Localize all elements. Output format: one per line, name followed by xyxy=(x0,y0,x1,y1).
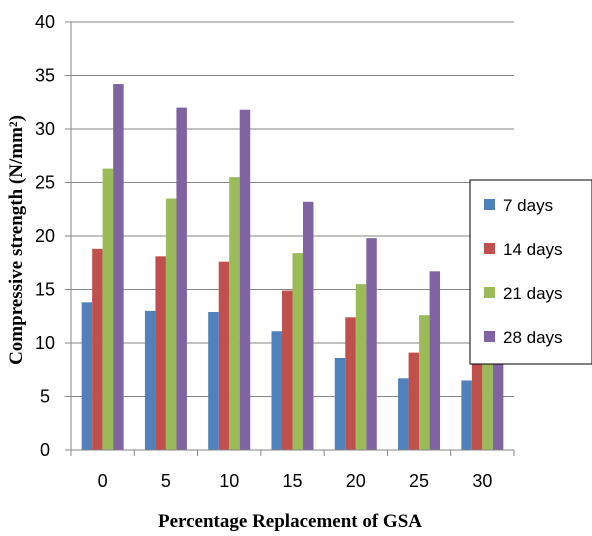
bar-14-days-25 xyxy=(408,352,420,450)
bar-21-days-20 xyxy=(355,284,367,450)
bar-7-days-0 xyxy=(81,302,93,450)
y-tick-label: 20 xyxy=(35,226,55,246)
bar-28-days-10 xyxy=(239,109,251,451)
legend-swatch xyxy=(484,287,495,298)
legend-label: 7 days xyxy=(503,196,553,215)
bar-28-days-5 xyxy=(176,107,187,450)
x-tick-labels: 0 5 10 15 20 25 30 xyxy=(98,471,493,491)
legend-label: 14 days xyxy=(503,240,563,259)
x-tick-label: 25 xyxy=(409,471,429,491)
y-tick-label: 0 xyxy=(40,440,50,460)
bar-14-days-10 xyxy=(218,261,230,450)
legend: 7 days 14 days 21 days 28 days xyxy=(469,179,592,365)
y-tick-label: 30 xyxy=(35,119,55,139)
x-tick-label: 0 xyxy=(98,471,108,491)
axes xyxy=(65,21,515,456)
bar-21-days-30 xyxy=(482,347,493,450)
x-tick-label: 20 xyxy=(346,471,366,491)
y-tick-labels: 0 5 10 15 20 25 30 35 40 xyxy=(35,12,55,460)
bar-14-days-15 xyxy=(282,290,293,450)
bar-21-days-0 xyxy=(102,168,114,450)
bar-7-days-5 xyxy=(144,310,156,450)
bar-14-days-5 xyxy=(155,256,166,450)
x-tick-label: 5 xyxy=(161,471,171,491)
bar-28-days-20 xyxy=(366,238,377,450)
bar-14-days-20 xyxy=(345,317,356,450)
legend-swatch xyxy=(484,199,495,210)
bar-14-days-30 xyxy=(471,356,483,450)
bar-28-days-0 xyxy=(113,84,124,450)
bar-21-days-25 xyxy=(419,315,430,450)
bar-21-days-15 xyxy=(292,253,303,450)
legend-swatch xyxy=(484,331,495,342)
y-tick-label: 10 xyxy=(35,333,55,353)
bar-14-days-0 xyxy=(92,248,103,450)
bar-21-days-10 xyxy=(229,177,240,450)
bar-7-days-10 xyxy=(208,311,219,450)
y-tick-label: 15 xyxy=(35,280,55,300)
bar-28-days-25 xyxy=(429,271,441,450)
bar-28-days-15 xyxy=(303,201,314,450)
y-tick-label: 35 xyxy=(35,66,55,86)
legend-label: 28 days xyxy=(503,328,563,347)
y-axis-title: Compressive strength (N/mm²) xyxy=(6,115,27,365)
x-tick-label: 30 xyxy=(472,471,492,491)
bar-7-days-15 xyxy=(271,331,282,450)
y-tick-label: 5 xyxy=(40,387,50,407)
bar-21-days-5 xyxy=(165,198,177,450)
bar-28-days-30 xyxy=(492,309,504,450)
bar-7-days-30 xyxy=(461,380,472,450)
x-tick-label: 15 xyxy=(282,471,302,491)
bar-7-days-25 xyxy=(398,378,409,450)
legend-label: 21 days xyxy=(503,284,563,303)
x-axis-title: Percentage Replacement of GSA xyxy=(158,511,422,532)
bars xyxy=(81,84,504,451)
bar-7-days-20 xyxy=(334,357,346,450)
x-tick-label: 10 xyxy=(219,471,239,491)
y-tick-label: 25 xyxy=(35,173,55,193)
y-tick-label: 40 xyxy=(35,12,55,32)
legend-swatch xyxy=(484,243,495,254)
